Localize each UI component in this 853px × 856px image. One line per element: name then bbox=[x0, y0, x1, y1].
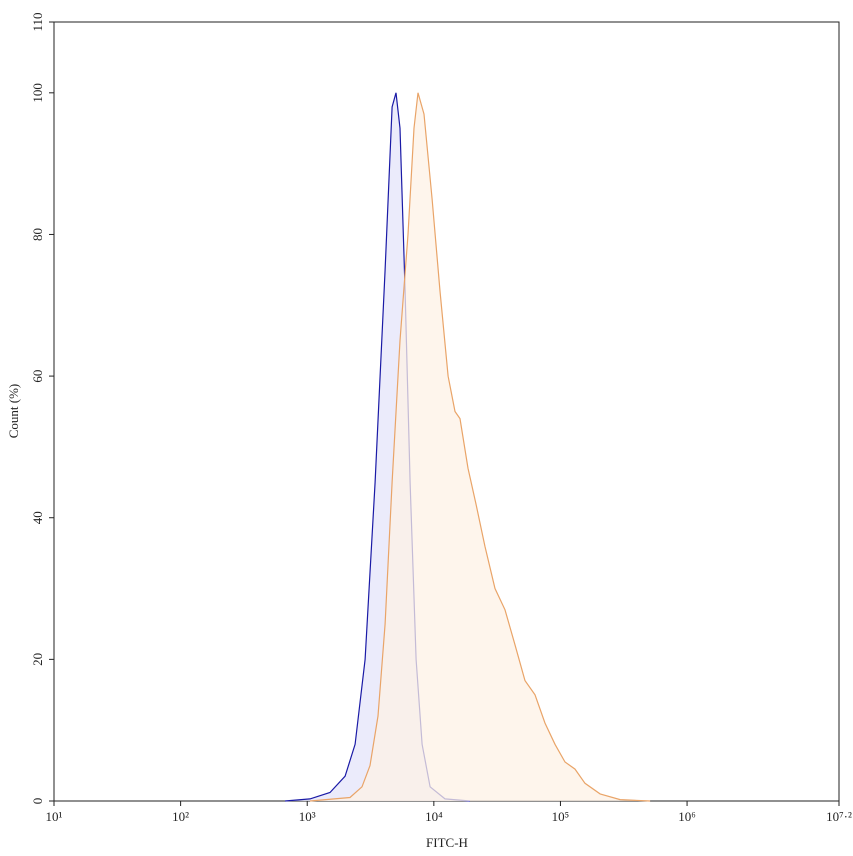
area-fill bbox=[310, 92, 651, 802]
area-fill bbox=[285, 92, 470, 802]
x-tick-label: 10⁵ bbox=[552, 809, 570, 824]
y-tick-label: 40 bbox=[30, 511, 45, 524]
x-tick-label: 10³ bbox=[299, 809, 316, 824]
x-axis-label: FITC-H bbox=[426, 835, 468, 850]
y-tick-label: 20 bbox=[30, 653, 45, 666]
y-tick-label: 0 bbox=[30, 798, 45, 805]
area-line bbox=[309, 92, 651, 802]
y-tick-label: 80 bbox=[30, 228, 45, 241]
x-tick-label: 10² bbox=[172, 809, 189, 824]
x-tick-label: 10⁶ bbox=[678, 809, 696, 824]
x-tick-label: 10¹ bbox=[46, 809, 63, 824]
y-axis-label: Count (%) bbox=[6, 384, 21, 439]
x-tick-label: 10⁷·² bbox=[826, 809, 852, 824]
y-tick-label: 110 bbox=[30, 12, 45, 31]
x-tick-label: 10⁴ bbox=[425, 809, 443, 824]
y-tick-label: 60 bbox=[30, 370, 45, 383]
y-tick-label: 100 bbox=[30, 83, 45, 103]
